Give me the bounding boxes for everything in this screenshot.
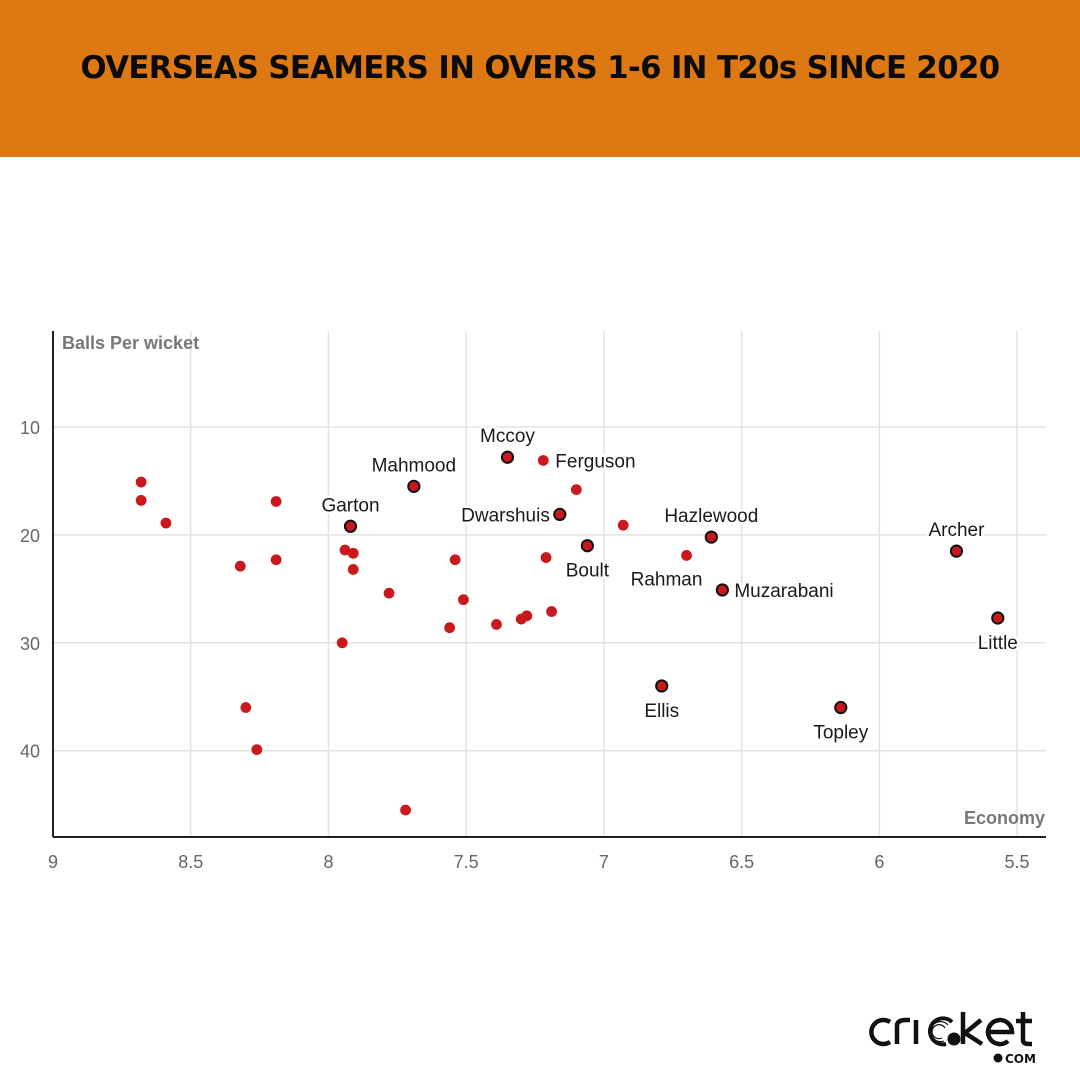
point-label-ellis: Ellis [644,701,679,722]
data-point [400,804,411,816]
data-point-mccoy [500,450,515,464]
y-tick-label: 30 [20,634,40,654]
data-point-rahman [681,550,692,561]
point-label-muzarabani: Muzarabani [734,581,833,602]
x-axis-title: Economy [964,808,1045,828]
data-point [449,554,461,566]
data-point [617,519,629,531]
logo-letter-r [894,1017,910,1044]
point-label-mahmood: Mahmood [372,455,457,476]
point-label-dwarshuis: Dwarshuis [461,505,550,526]
y-tick-label: 40 [20,742,40,762]
data-points [135,450,1005,816]
logo-com-text: COM [1005,1052,1036,1066]
y-axis-title: Balls Per wicket [62,333,199,353]
header-banner: OVERSEAS SEAMERS IN OVERS 1-6 IN T20s SI… [0,0,1080,157]
point-label-archer: Archer [928,520,985,541]
data-point-hazlewood [704,530,718,544]
data-point [540,552,552,563]
data-point-ellis [655,679,669,693]
data-point [347,564,359,575]
data-point [135,494,147,506]
data-point-little [991,611,1005,625]
chart-title: OVERSEAS SEAMERS IN OVERS 1-6 IN T20s SI… [80,50,1001,86]
data-point-boult [580,539,594,553]
data-point [336,637,348,649]
data-point [135,476,147,488]
x-tick-label: 7 [599,852,609,872]
point-label-ferguson: Ferguson [555,451,635,472]
data-point [570,484,582,495]
point-label-mccoy: Mccoy [480,426,535,447]
x-tick-label: 8 [323,852,333,872]
point-label-topley: Topley [813,723,868,744]
data-point [491,619,502,630]
data-point [444,622,456,634]
data-point [270,554,282,566]
x-tick-labels: 9 8.5 8 7.5 7 6.5 6 5.5 [48,852,1030,872]
data-point [234,560,246,572]
data-point [546,606,557,617]
point-label-boult: Boult [566,561,610,582]
cricket-com-logo: COM [869,1012,1036,1066]
x-tick-label: 7.5 [454,852,479,872]
data-point-ferguson [537,455,549,466]
logo-ball-icon [947,1032,961,1046]
x-tick-label: 6 [874,852,884,872]
x-tick-label: 5.5 [1005,852,1030,872]
data-point [270,496,282,507]
data-point-garton [343,519,358,533]
point-label-rahman: Rahman [631,569,703,590]
data-point-mahmood [407,479,421,493]
axes [52,331,1046,838]
data-point [160,517,172,529]
x-tick-label: 8.5 [178,852,203,872]
data-point [515,613,527,625]
data-point-topley [834,700,848,715]
data-point [251,744,263,756]
point-label-garton: Garton [321,495,379,516]
data-point-dwarshuis [553,507,567,522]
data-point [347,547,359,559]
logo-letter-c [869,1017,892,1047]
x-tick-label: 9 [48,852,58,872]
data-point [383,587,395,599]
x-tick-label: 6.5 [729,852,754,872]
y-tick-label: 10 [20,418,40,438]
point-labels: Mccoy Ferguson Mahmood Garton Dwarshuis Hazle… [319,424,1020,746]
grid-lines [53,331,1046,837]
logo-letter-c2 [927,1016,954,1047]
point-label-hazlewood: Hazlewood [664,506,758,527]
y-tick-labels: 10 20 30 40 [20,418,40,762]
data-point-muzarabani [715,583,729,597]
data-point [339,544,351,556]
logo-dot-icon [993,1053,1003,1063]
data-point [458,594,469,606]
data-point [240,702,252,713]
data-point-archer [949,544,964,558]
y-tick-label: 20 [20,526,40,546]
point-label-little: Little [978,633,1018,654]
